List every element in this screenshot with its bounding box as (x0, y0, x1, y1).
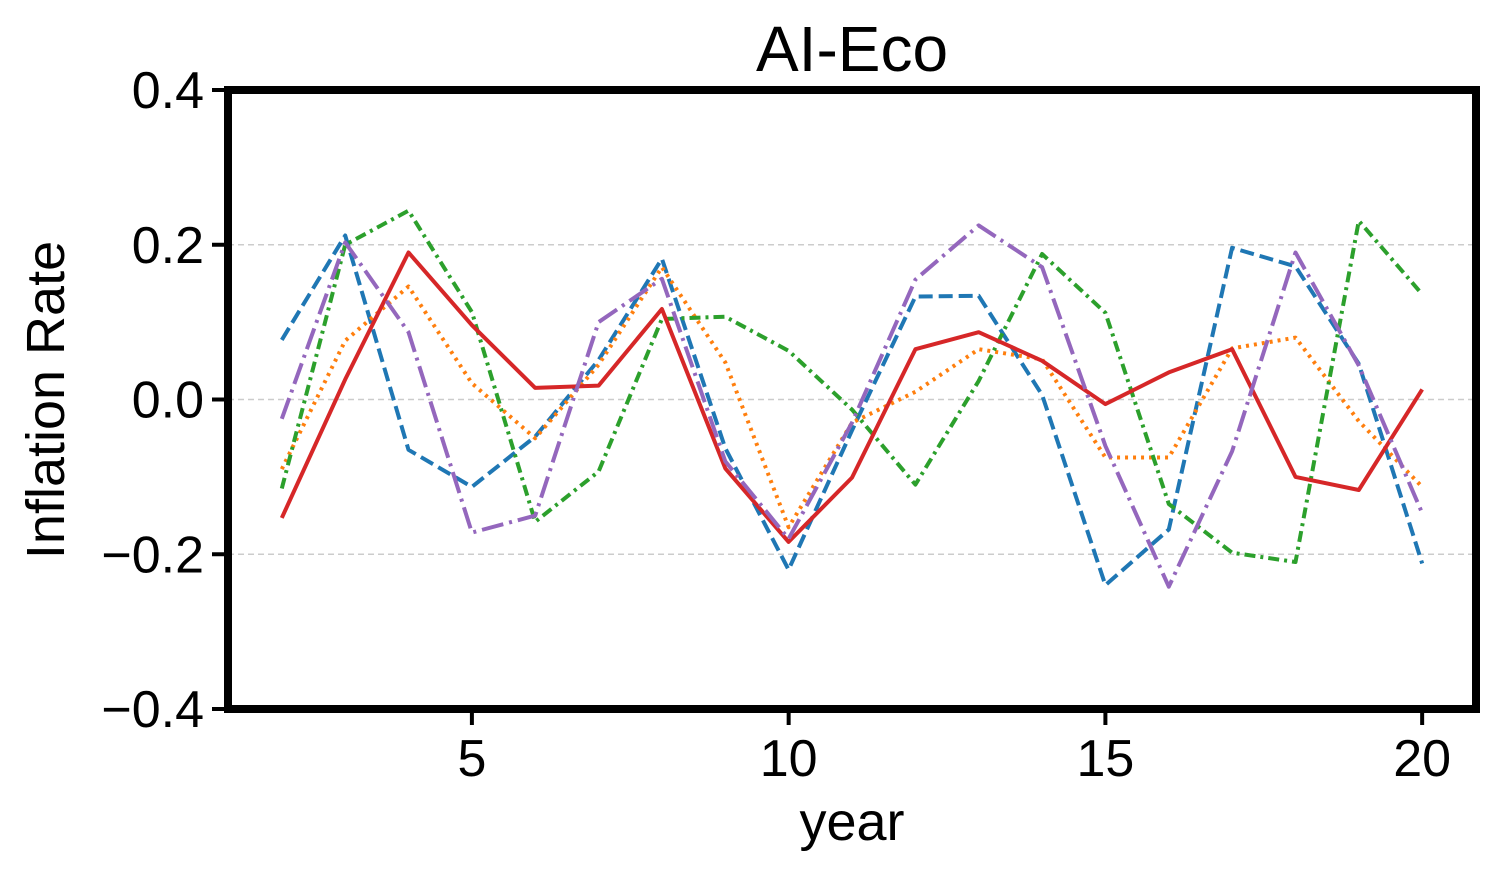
y-tick-label: 0.4 (132, 62, 204, 120)
x-axis-ticks: 5 10 15 20 (457, 713, 1451, 788)
chart-title: AI-Eco (756, 13, 948, 85)
y-tick-label: 0.2 (132, 217, 204, 275)
x-tick-label: 5 (457, 730, 486, 788)
y-tick-label: 0.0 (132, 372, 204, 430)
series-line-series-purple (279, 223, 1425, 589)
y-tick-label: −0.4 (101, 681, 204, 739)
y-tick-label: −0.2 (101, 526, 204, 584)
series-lines (279, 208, 1425, 589)
grid-lines (228, 243, 1476, 556)
series-line-series-green (279, 208, 1424, 564)
x-axis-label: year (799, 792, 904, 852)
series-line-series-red (279, 250, 1424, 544)
x-tick-label: 10 (760, 730, 818, 788)
plot-frame (224, 86, 1480, 713)
y-axis-label: Inflation Rate (16, 241, 76, 559)
x-tick-label: 20 (1393, 730, 1451, 788)
y-axis-ticks: −0.4 −0.2 0.0 0.2 0.4 (101, 62, 224, 739)
x-tick-label: 15 (1076, 730, 1134, 788)
series-line-series-blue (280, 233, 1425, 588)
